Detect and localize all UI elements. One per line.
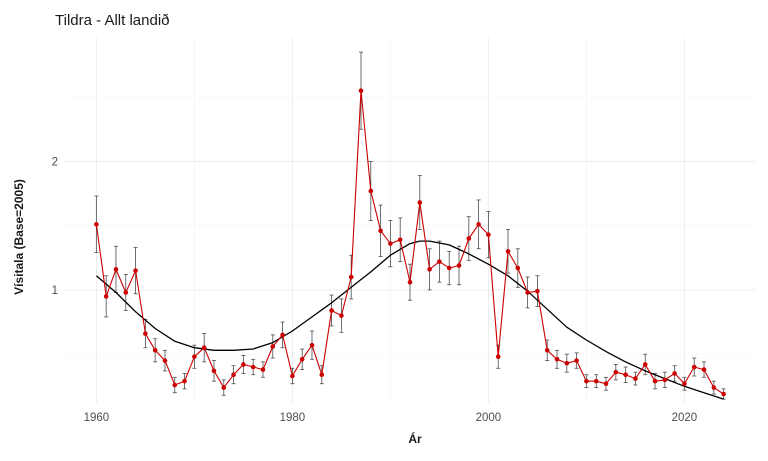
data-point: [221, 385, 227, 390]
data-point: [397, 237, 403, 243]
data-point: [682, 381, 687, 387]
data-point: [486, 232, 491, 237]
data-point: [623, 372, 628, 378]
data-points: [94, 88, 726, 397]
x-axis-ticks: 1960 1980 2000 2020: [84, 412, 698, 424]
data-point: [309, 342, 315, 348]
x-tick-label: 1960: [84, 412, 110, 424]
data-point: [554, 357, 560, 362]
data-point: [280, 332, 285, 338]
data-point: [172, 382, 178, 388]
data-point: [182, 378, 187, 384]
data-point: [476, 222, 481, 227]
data-point: [133, 268, 138, 273]
data-point: [103, 294, 109, 299]
chart-title: Tildra - Allt landið: [55, 12, 170, 29]
data-point: [113, 267, 119, 272]
data-point: [348, 274, 354, 280]
data-point: [329, 308, 334, 313]
data-point: [211, 368, 217, 374]
data-point: [525, 290, 530, 295]
data-point: [437, 259, 442, 264]
data-point: [495, 354, 501, 360]
x-tick-label: 2000: [476, 412, 502, 424]
data-point: [162, 358, 168, 363]
data-point: [691, 364, 697, 370]
data-point: [701, 367, 707, 372]
data-point: [388, 241, 393, 246]
y-axis-label: Vísitala (Base=2005): [12, 179, 26, 295]
data-point: [446, 265, 452, 271]
data-point: [711, 385, 717, 390]
data-point: [378, 228, 383, 234]
data-point: [299, 357, 305, 362]
y-axis-ticks: 12: [52, 156, 58, 297]
y-tick-label: 1: [52, 285, 58, 297]
data-point: [642, 362, 648, 367]
data-point: [201, 345, 207, 351]
data-point: [515, 265, 521, 271]
data-point: [535, 288, 540, 294]
data-point: [358, 88, 364, 93]
data-point: [143, 331, 148, 336]
data-point: [417, 200, 423, 205]
data-point: [339, 313, 344, 318]
data-point: [613, 369, 619, 375]
data-point: [721, 391, 726, 397]
y-tick-label: 2: [52, 156, 58, 168]
data-point: [456, 263, 462, 268]
data-point: [260, 367, 266, 372]
data-point: [633, 376, 638, 381]
x-axis-label: Ár: [408, 431, 422, 446]
data-point: [94, 222, 99, 227]
data-point: [584, 378, 589, 384]
data-point: [593, 378, 599, 384]
data-point: [652, 378, 658, 384]
data-point: [192, 354, 197, 360]
data-point: [672, 371, 677, 376]
data-point: [662, 377, 668, 383]
data-point: [290, 373, 295, 379]
data-point: [152, 348, 158, 353]
data-point: [505, 249, 511, 254]
data-point: [270, 344, 276, 349]
x-tick-label: 1980: [280, 412, 306, 424]
data-point: [231, 372, 236, 378]
data-point: [427, 267, 432, 272]
data-point: [603, 381, 609, 387]
data-point: [241, 362, 246, 367]
data-point: [466, 236, 472, 241]
data-point: [407, 279, 413, 285]
data-point: [564, 360, 570, 366]
data-point: [368, 188, 374, 194]
data-point: [574, 358, 579, 363]
data-point: [544, 348, 550, 353]
data-point: [123, 290, 129, 295]
x-tick-label: 2020: [672, 412, 698, 424]
data-point: [250, 364, 256, 370]
data-point: [319, 372, 325, 378]
